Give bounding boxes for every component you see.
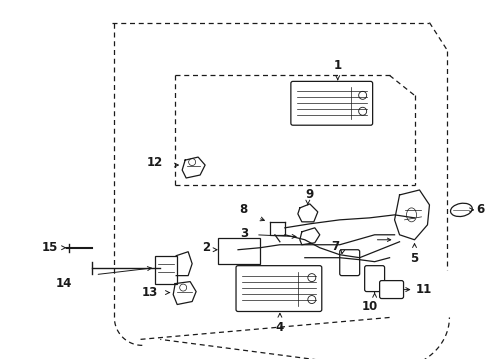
FancyBboxPatch shape xyxy=(339,250,359,276)
Text: 7: 7 xyxy=(331,240,339,253)
Text: 12: 12 xyxy=(147,156,163,168)
Bar xyxy=(218,238,260,264)
Text: 9: 9 xyxy=(305,188,313,202)
Ellipse shape xyxy=(358,107,366,115)
Text: 2: 2 xyxy=(202,241,210,254)
FancyBboxPatch shape xyxy=(290,81,372,125)
Text: 14: 14 xyxy=(56,277,72,290)
Text: 5: 5 xyxy=(409,252,418,265)
Bar xyxy=(155,256,177,284)
Ellipse shape xyxy=(307,274,315,282)
Text: 3: 3 xyxy=(240,227,247,240)
Ellipse shape xyxy=(358,91,366,99)
Text: 10: 10 xyxy=(361,300,377,312)
Text: 13: 13 xyxy=(142,286,158,299)
Text: 6: 6 xyxy=(475,203,484,216)
Text: 15: 15 xyxy=(42,241,59,254)
FancyBboxPatch shape xyxy=(364,266,384,292)
Ellipse shape xyxy=(307,296,315,303)
Ellipse shape xyxy=(449,203,471,216)
FancyBboxPatch shape xyxy=(379,280,403,298)
Text: 4: 4 xyxy=(275,321,284,334)
Ellipse shape xyxy=(188,159,195,166)
Ellipse shape xyxy=(406,208,416,222)
Text: 8: 8 xyxy=(239,203,247,216)
FancyBboxPatch shape xyxy=(236,266,321,311)
Ellipse shape xyxy=(179,284,186,291)
Text: 11: 11 xyxy=(415,283,431,296)
Text: 1: 1 xyxy=(333,59,341,72)
